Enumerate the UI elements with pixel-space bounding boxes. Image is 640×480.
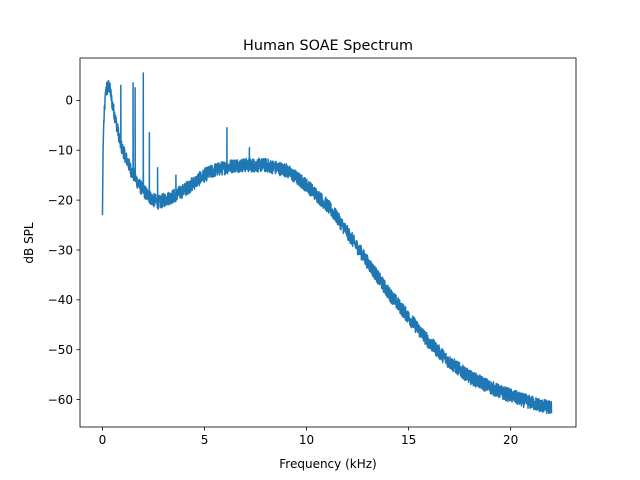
x-tick-label: 15 bbox=[401, 433, 416, 447]
x-tick-label: 20 bbox=[503, 433, 518, 447]
x-tick-label: 5 bbox=[201, 433, 209, 447]
x-tick-label: 10 bbox=[299, 433, 314, 447]
x-tick-label: 0 bbox=[99, 433, 107, 447]
y-tick-label: −40 bbox=[48, 293, 73, 307]
y-axis-label: dB SPL bbox=[22, 222, 36, 264]
y-tick-label: −50 bbox=[48, 343, 73, 357]
chart-title: Human SOAE Spectrum bbox=[243, 38, 413, 54]
y-tick-label: −60 bbox=[48, 393, 73, 407]
plot-layer bbox=[101, 72, 553, 415]
y-tick-label: 0 bbox=[65, 94, 73, 108]
x-axis-label: Frequency (kHz) bbox=[279, 457, 376, 471]
axes-frame bbox=[79, 57, 577, 428]
y-tick-label: −20 bbox=[48, 193, 73, 207]
soae-spectrum-line bbox=[101, 72, 553, 415]
axes-layer: 0 5 10 15 20 0 −10 −20 −30 −40 −50 −60 bbox=[48, 57, 577, 447]
y-tick-label: −10 bbox=[48, 144, 73, 158]
y-tick-label: −30 bbox=[48, 243, 73, 257]
